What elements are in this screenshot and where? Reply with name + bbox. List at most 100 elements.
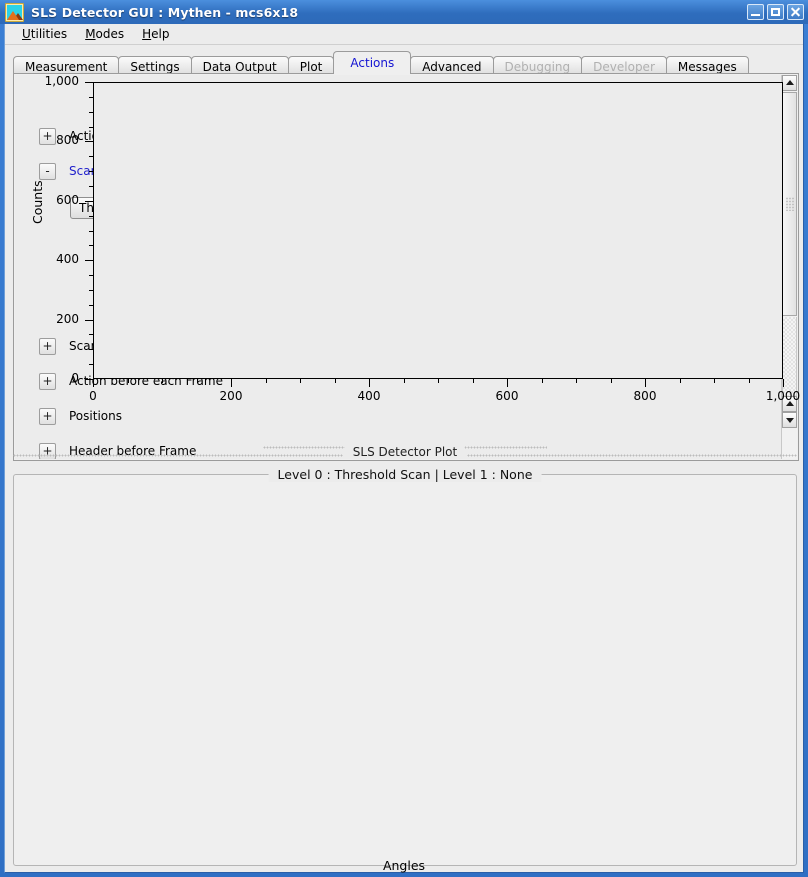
tab-settings[interactable]: Settings bbox=[118, 56, 192, 76]
tab-developer: Developer bbox=[581, 56, 667, 76]
tick-mark bbox=[89, 185, 93, 187]
plot-title: Level 0 : Threshold Scan | Level 1 : Non… bbox=[268, 467, 542, 482]
tick-mark bbox=[93, 379, 94, 387]
tick-mark bbox=[472, 379, 474, 383]
tick-mark bbox=[576, 379, 577, 383]
y-tick-label: 200 bbox=[56, 311, 79, 326]
menu-utilities[interactable]: Utilities bbox=[22, 27, 68, 41]
tick-mark bbox=[403, 379, 405, 383]
menu-help[interactable]: Help bbox=[142, 27, 170, 41]
tick-mark bbox=[85, 260, 93, 262]
actions-vertical-scrollbar[interactable] bbox=[781, 75, 797, 459]
tick-mark bbox=[89, 215, 93, 217]
tick-mark bbox=[89, 156, 93, 158]
x-tick-label: 0 bbox=[89, 389, 97, 403]
tick-mark bbox=[85, 141, 93, 143]
scroll-up-arrow-icon[interactable] bbox=[782, 75, 797, 91]
tab-advanced[interactable]: Advanced bbox=[410, 56, 494, 76]
section-positions[interactable]: + Positions bbox=[39, 405, 122, 427]
menu-utilities-rest: tilities bbox=[30, 27, 68, 41]
plot-canvas[interactable] bbox=[93, 82, 783, 379]
tick-mark bbox=[369, 379, 370, 387]
expander-positions[interactable]: + bbox=[39, 407, 56, 425]
mountain-picture-icon bbox=[5, 2, 24, 22]
x-tick-label: 800 bbox=[633, 389, 657, 403]
x-tick-label: 200 bbox=[219, 389, 243, 403]
menu-modes[interactable]: Modes bbox=[85, 27, 125, 41]
x-tick-label: 600 bbox=[495, 389, 519, 403]
tab-measurement[interactable]: Measurement bbox=[13, 56, 120, 76]
tick-mark bbox=[265, 379, 267, 383]
y-tick-label: 400 bbox=[56, 252, 79, 267]
tick-mark bbox=[645, 379, 646, 387]
expander-action-before-each-frame[interactable]: + bbox=[39, 372, 56, 390]
maximize-button[interactable] bbox=[767, 4, 784, 20]
client-area: Utilities Modes Help Measurement Setting… bbox=[4, 24, 804, 873]
tick-mark bbox=[85, 379, 93, 380]
tick-mark bbox=[89, 96, 93, 98]
window-controls bbox=[747, 4, 804, 20]
tab-messages[interactable]: Messages bbox=[665, 56, 749, 76]
tick-mark bbox=[127, 379, 129, 383]
scroll-up-arrow-icon-secondary[interactable] bbox=[782, 396, 797, 412]
y-tick-label: 1,000 bbox=[44, 74, 79, 88]
tick-mark bbox=[89, 245, 93, 247]
tick-mark bbox=[231, 379, 232, 387]
tab-bar: Measurement Settings Data Output Plot Ac… bbox=[13, 51, 799, 76]
window-title: SLS Detector GUI : Mythen - mcs6x18 bbox=[31, 4, 299, 20]
tick-mark bbox=[89, 126, 93, 128]
tick-mark bbox=[714, 379, 715, 383]
tab-plot[interactable]: Plot bbox=[287, 56, 335, 76]
tick-mark bbox=[89, 275, 93, 277]
tick-mark bbox=[438, 379, 439, 383]
splitter-dots-left bbox=[13, 454, 343, 457]
y-tick-label: 0 bbox=[71, 371, 79, 385]
tick-mark bbox=[89, 304, 93, 306]
plot-splitter[interactable]: SLS Detector Plot bbox=[5, 438, 805, 468]
plot-groupbox: Level 0 : Threshold Scan | Level 1 : Non… bbox=[13, 467, 797, 866]
title-bar: SLS Detector GUI : Mythen - mcs6x18 bbox=[0, 0, 808, 24]
scrollbar-grip-icon bbox=[785, 197, 794, 211]
x-axis-label: Angles bbox=[382, 858, 426, 873]
section-label-positions: Positions bbox=[69, 409, 122, 423]
tick-mark bbox=[85, 200, 93, 202]
close-button[interactable] bbox=[787, 4, 804, 20]
x-tick-label: 1,000 bbox=[765, 389, 801, 403]
tick-mark bbox=[300, 379, 301, 383]
tick-mark bbox=[89, 349, 93, 351]
tab-actions[interactable]: Actions bbox=[333, 51, 412, 74]
expander-action-at-start[interactable]: + bbox=[39, 127, 56, 145]
y-tick-label: 600 bbox=[56, 192, 79, 207]
splitter-title: SLS Detector Plot bbox=[344, 445, 466, 459]
scrollbar-track[interactable] bbox=[782, 317, 797, 396]
expander-scan-level-0[interactable]: - bbox=[39, 162, 56, 180]
tick-mark bbox=[85, 82, 93, 83]
tick-mark bbox=[334, 379, 336, 383]
tick-mark bbox=[196, 379, 198, 383]
tick-mark bbox=[85, 319, 93, 321]
tick-mark bbox=[89, 334, 93, 336]
tick-mark bbox=[89, 111, 93, 113]
tick-mark bbox=[748, 379, 750, 383]
tick-mark bbox=[610, 379, 612, 383]
scroll-down-arrow-icon[interactable] bbox=[782, 412, 797, 428]
expander-scan-level-1[interactable]: + bbox=[39, 337, 56, 355]
splitter-dots-right bbox=[467, 454, 797, 457]
tick-mark bbox=[89, 171, 93, 173]
tick-mark bbox=[162, 379, 163, 383]
tick-mark bbox=[541, 379, 543, 383]
x-tick-label: 400 bbox=[357, 389, 381, 403]
menu-modes-rest: odes bbox=[95, 27, 125, 41]
menu-help-rest: elp bbox=[151, 27, 170, 41]
menu-bar: Utilities Modes Help bbox=[5, 24, 803, 45]
tick-mark bbox=[89, 230, 93, 232]
tab-data-output[interactable]: Data Output bbox=[190, 56, 289, 76]
scrollbar-thumb[interactable] bbox=[782, 92, 797, 316]
tab-debugging: Debugging bbox=[492, 56, 583, 76]
tick-mark bbox=[89, 364, 93, 366]
tick-mark bbox=[89, 289, 93, 291]
minimize-button[interactable] bbox=[747, 4, 764, 20]
tick-mark bbox=[783, 379, 784, 387]
y-tick-label: 800 bbox=[56, 133, 79, 148]
